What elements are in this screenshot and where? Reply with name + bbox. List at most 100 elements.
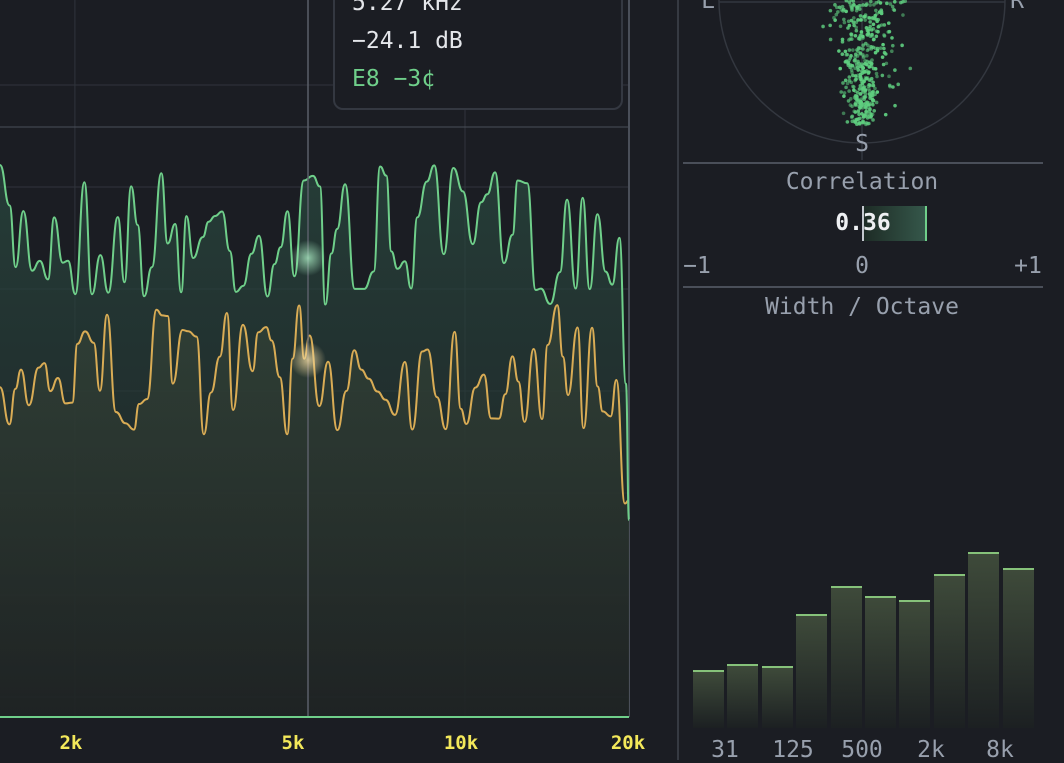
goniometer-sample [835, 5, 839, 10]
goniometer-sample [888, 2, 893, 6]
goniometer-sample [828, 8, 833, 13]
goniometer-sample [874, 34, 879, 39]
width-bar [899, 600, 931, 728]
goniometer-sample [852, 16, 856, 20]
goniometer-sample [872, 109, 877, 113]
goniometer-sample [864, 3, 868, 7]
goniometer-sample [854, 28, 859, 33]
goniometer-sample [863, 88, 867, 93]
goniometer-sample [834, 12, 839, 17]
goniometer-sample [857, 62, 861, 66]
goniometer-sample [903, 0, 907, 3]
goniometer-sample [881, 62, 886, 67]
goniometer-sample [853, 33, 858, 38]
secondary-spectrum-line [0, 304, 630, 505]
goniometer-sample [891, 85, 895, 89]
freq-label: 5k [281, 732, 305, 754]
goniometer-sample [878, 46, 883, 50]
goniometer-sample [865, 53, 869, 58]
goniometer-sample [849, 18, 854, 23]
spectrum-analyzer[interactable] [0, 0, 678, 760]
stereo-panel: L R S Correlation 0.36 −1 0 +1 Width / O… [679, 0, 1064, 763]
goniometer-sample [871, 66, 876, 71]
goniometer-sample [893, 68, 897, 72]
goniometer-sample [868, 20, 872, 24]
width-bar [865, 596, 896, 728]
goniometer-sample [886, 21, 891, 25]
goniometer-sample [886, 30, 891, 34]
goniometer-sample [840, 52, 845, 57]
goniometer-sample [833, 3, 837, 7]
width-label: 125 [772, 737, 814, 763]
goniometer-sample [866, 43, 870, 48]
width-bar [968, 552, 1000, 728]
goniometer-sample [828, 23, 832, 28]
goniometer-sample [847, 23, 852, 28]
goniometer-sample [900, 43, 904, 48]
goniometer-sample [861, 66, 865, 70]
goniometer-sample [874, 100, 879, 105]
correlation-min-label: −1 [683, 253, 711, 279]
goniometer-sample [852, 118, 857, 122]
goniometer-sample [867, 78, 872, 82]
goniometer-sample [849, 32, 853, 36]
goniometer-sample [868, 115, 873, 120]
panel-divider[interactable] [677, 0, 679, 760]
goniometer-sample [864, 101, 868, 105]
goniometer-sample [838, 66, 843, 71]
goniometer-sample [858, 51, 863, 55]
goniometer-sample [853, 57, 857, 62]
goniometer-sample [863, 18, 867, 22]
goniometer-sample [837, 5, 842, 10]
goniometer-sample [864, 110, 868, 114]
goniometer-sample [867, 16, 872, 20]
goniometer-sample [842, 17, 846, 22]
goniometer-sample [856, 117, 860, 121]
goniometer-sample [851, 85, 856, 89]
goniometer-sample [841, 111, 846, 116]
goniometer-sample [833, 18, 837, 22]
goniometer [718, 0, 1006, 160]
goniometer-sample [858, 101, 862, 106]
goniometer-sample [859, 18, 864, 22]
goniometer-sample [890, 36, 894, 40]
goniometer-sample [856, 18, 860, 22]
goniometer-sample [871, 27, 876, 31]
goniometer-sample [854, 77, 858, 82]
freq-label: 20k [610, 732, 646, 754]
goniometer-sample [854, 25, 859, 30]
goniometer-sample [867, 86, 871, 91]
goniometer-sample [847, 0, 852, 4]
goniometer-sample [850, 5, 855, 9]
goniometer-sample [847, 58, 851, 63]
goniometer-sample [847, 48, 852, 52]
goniometer-sample [857, 112, 861, 117]
goniometer-sample [850, 70, 854, 75]
goniometer-sample [863, 92, 868, 96]
tooltip-level: −24.1 dB [352, 28, 463, 54]
goniometer-sample [892, 0, 897, 4]
goniometer-sample [856, 121, 861, 126]
goniometer-sample [845, 120, 850, 124]
goniometer-sample [857, 87, 862, 91]
goniometer-sample [879, 23, 884, 27]
goniometer-sample [882, 46, 886, 51]
goniometer-sample [865, 62, 869, 67]
goniometer-sample [864, 106, 868, 110]
goniometer-sample [867, 82, 871, 87]
goniometer-sample [861, 55, 866, 59]
width-title: Width / Octave [765, 294, 959, 320]
goniometer-sample [871, 102, 875, 107]
freq-label: 2k [59, 732, 83, 754]
goniometer-sample [881, 42, 885, 47]
goniometer-sample [893, 103, 897, 108]
goniometer-sample [867, 26, 871, 31]
goniometer-sample [848, 63, 853, 67]
goniometer-sample [888, 84, 892, 89]
width-bar [933, 574, 965, 728]
goniometer-sample [844, 0, 849, 3]
goniometer-sample [843, 78, 848, 83]
goniometer-sample [863, 58, 867, 63]
goniometer-sample [843, 49, 848, 54]
goniometer-sample [872, 3, 876, 7]
